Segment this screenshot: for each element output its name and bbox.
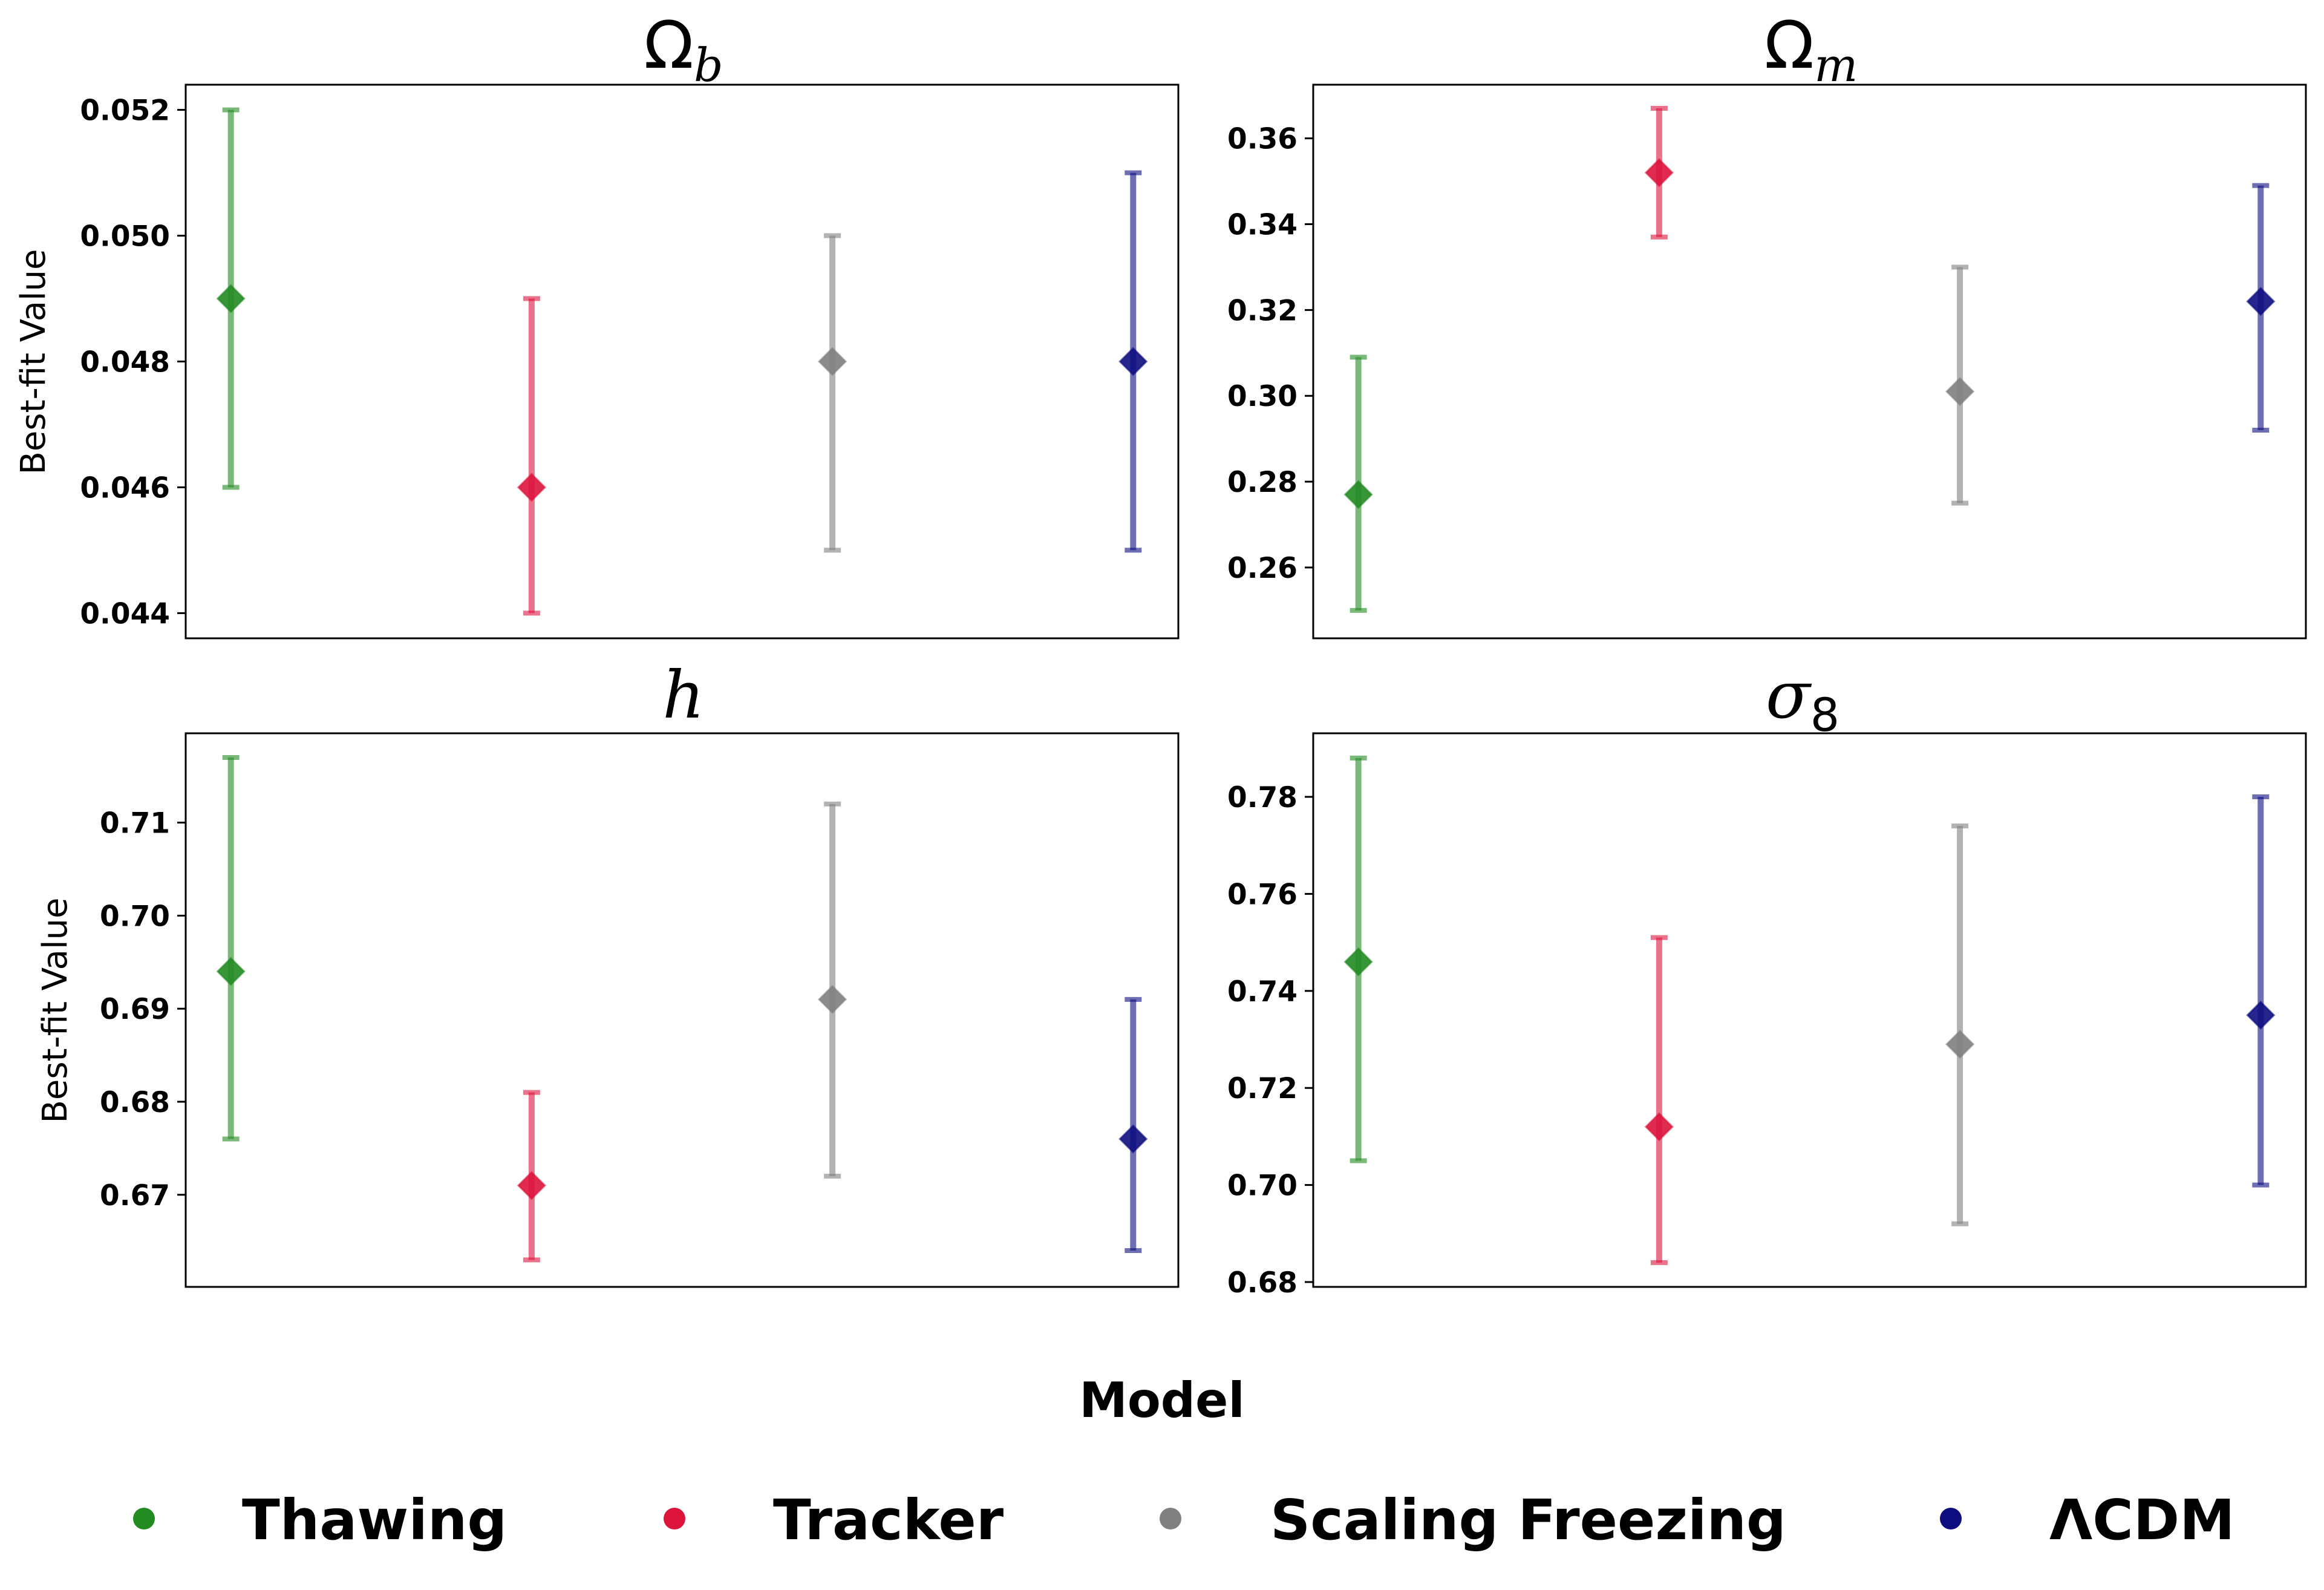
legend-item-tracker: Tracker (664, 1488, 1004, 1552)
y-tick-label: 0.70 (1227, 1170, 1297, 1203)
legend-label-lcdm: ΛCDM (2049, 1488, 2235, 1552)
legend-label-thawing: Thawing (242, 1488, 507, 1552)
y-tick-label: 0.68 (1227, 1266, 1297, 1300)
errorbar-lcdm (2246, 794, 2276, 1188)
y-tick-label: 0.044 (80, 597, 170, 630)
point-marker-scaling-freezing (1945, 377, 1975, 407)
errorbar-tracker (517, 296, 547, 616)
errorbar-scaling-freezing (817, 801, 847, 1179)
subplot-omega-m-plot: 0.26 0.28 0.30 0.32 0.34 0.36 (1227, 83, 2307, 640)
legend-marker-scaling-freezing (1160, 1508, 1181, 1529)
legend-item-scaling-freezing: Scaling Freezing (1160, 1488, 1786, 1552)
legend-marker-thawing (133, 1508, 155, 1529)
errorbar-lcdm (1118, 996, 1148, 1254)
subplot-omega-m-title: Ωm (1764, 8, 1858, 92)
y-tick-label: 0.78 (1227, 781, 1297, 814)
errorbar-lcdm (2246, 183, 2276, 433)
subplot-omega-b-plot: 0.044 0.046 0.048 0.050 0.052 (80, 83, 1180, 640)
legend-marker-lcdm (1940, 1508, 1962, 1529)
legend-label-tracker: Tracker (773, 1488, 1004, 1552)
y-tick-label: 0.30 (1227, 380, 1297, 413)
errorbar-thawing (216, 754, 246, 1142)
point-marker-tracker (517, 1171, 547, 1200)
y-tick-label: 0.050 (80, 220, 170, 254)
errorbar-thawing (216, 107, 246, 490)
y-tick-label: 0.74 (1227, 975, 1297, 1009)
subplot-h-plot: 0.67 0.68 0.69 0.70 0.71 (100, 732, 1180, 1288)
legend-marker-tracker (664, 1508, 685, 1529)
point-marker-lcdm (2246, 1000, 2276, 1030)
y-tick-label: 0.046 (80, 471, 170, 505)
errorbar-tracker (517, 1090, 547, 1263)
x-axis-label: Model (1079, 1372, 1245, 1428)
point-marker-scaling-freezing (1945, 1029, 1975, 1059)
axes-frame (1312, 83, 2307, 640)
subplot-h-title: h (662, 658, 705, 733)
y-tick-label: 0.34 (1227, 209, 1297, 242)
errorbar-tracker (1644, 935, 1674, 1265)
subplot-sigma-8-plot: 0.68 0.70 0.72 0.74 0.76 0.78 (1227, 732, 2307, 1300)
legend-label-scaling-freezing: Scaling Freezing (1270, 1488, 1786, 1552)
point-marker-thawing (216, 957, 246, 986)
axes-frame (184, 732, 1180, 1288)
subplot-omega-b-title: Ωb (644, 8, 723, 92)
y-tick-label: 0.32 (1227, 294, 1297, 327)
y-tick-label: 0.71 (100, 807, 170, 840)
errorbar-scaling-freezing (1945, 823, 1975, 1226)
point-marker-scaling-freezing (817, 347, 847, 376)
point-marker-thawing (1343, 947, 1373, 977)
errorbar-tracker (1644, 106, 1674, 240)
y-tick-label: 0.26 (1227, 552, 1297, 585)
legend: Thawing Tracker Scaling Freezing ΛCDM (133, 1488, 2235, 1552)
subplot-h-ylabel: Best-fit Value (36, 897, 75, 1123)
y-tick-label: 0.68 (100, 1086, 170, 1119)
point-marker-thawing (216, 284, 246, 313)
errorbar-thawing (1343, 755, 1373, 1163)
point-marker-thawing (1343, 480, 1373, 509)
subplot-omega-b: Ωb 0.044 0.046 0.048 0.050 0.052 Best-fit Va… (14, 8, 1180, 640)
point-marker-scaling-freezing (817, 984, 847, 1014)
errorbar-lcdm (1118, 170, 1148, 553)
subplot-omega-m: Ωm 0.26 0.28 0.30 0.32 0.34 0.36 (1227, 8, 2307, 640)
point-marker-lcdm (1118, 347, 1148, 376)
y-tick-label: 0.28 (1227, 466, 1297, 499)
y-tick-label: 0.72 (1227, 1072, 1297, 1105)
y-tick-label: 0.36 (1227, 123, 1297, 156)
y-tick-label: 0.70 (100, 900, 170, 933)
point-marker-tracker (1644, 158, 1674, 188)
point-marker-tracker (517, 473, 547, 502)
point-marker-tracker (1644, 1112, 1674, 1142)
y-tick-label: 0.048 (80, 346, 170, 379)
y-tick-label: 0.76 (1227, 878, 1297, 911)
point-marker-lcdm (2246, 287, 2276, 316)
axes-frame (1312, 732, 2307, 1288)
y-tick-label: 0.69 (100, 993, 170, 1026)
errorbar-scaling-freezing (817, 233, 847, 553)
y-tick-label: 0.052 (80, 94, 170, 128)
subplot-omega-b-ylabel: Best-fit Value (14, 249, 53, 474)
y-tick-label: 0.67 (100, 1179, 170, 1212)
point-marker-lcdm (1118, 1124, 1148, 1154)
subplot-sigma-8: σ8 0.680.700.720.740.760.78 (1227, 658, 2307, 1300)
errorbar-scaling-freezing (1945, 264, 1975, 506)
legend-item-thawing: Thawing (133, 1488, 507, 1552)
subplot-h: h 0.67 0.68 0.69 0.70 0.71 Best-fit Value (36, 658, 1180, 1288)
legend-item-lcdm: ΛCDM (1940, 1488, 2235, 1552)
errorbar-thawing (1343, 355, 1373, 613)
